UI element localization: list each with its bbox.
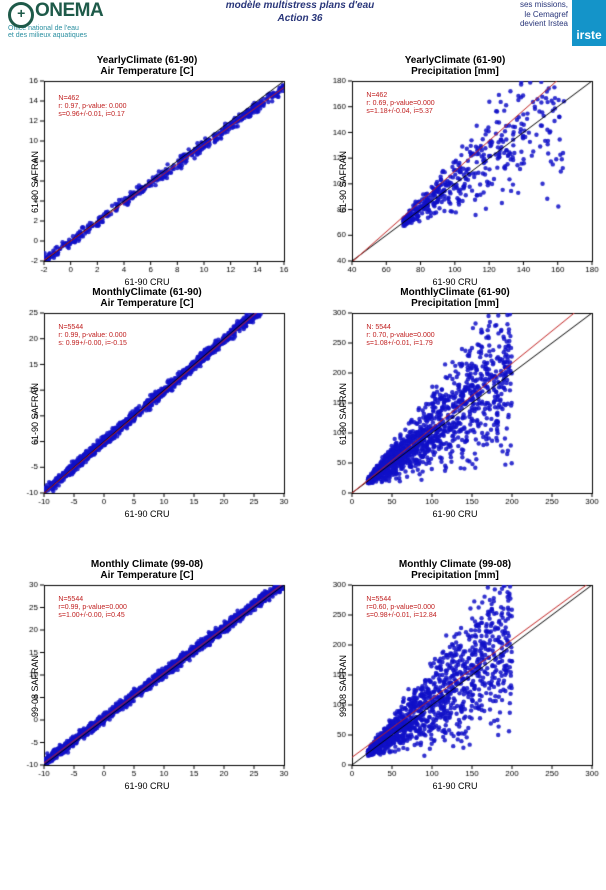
fit-annotation: N: 5544r: 0.70, p-value=0.000s=1.08+/-0.… xyxy=(366,324,434,348)
header-center-l1: modèle multistress plans d'eau xyxy=(190,0,410,13)
y-axis-label: 61-90 SAFRAN xyxy=(30,151,40,213)
y-axis-label: 61-90 SAFRAN xyxy=(338,383,348,445)
chart-yc-temp: YearlyClimate (61-90) Air Temperature [C… xyxy=(2,55,292,287)
chart-title-l2: Air Temperature [C] xyxy=(100,570,193,581)
chart-title: Monthly Climate (99-08) Air Temperature … xyxy=(2,559,292,581)
chart-title-l1: YearlyClimate (61-90) xyxy=(405,55,506,66)
scatter-canvas xyxy=(2,309,292,519)
fit-annotation: N=462r: 0.69, p-value=0.000s=1.18+/-0.04… xyxy=(366,92,434,116)
header-center: modèle multistress plans d'eau Action 36 xyxy=(190,0,410,25)
irstea-logo: irste xyxy=(572,0,606,46)
scatter-canvas xyxy=(2,581,292,791)
chart-title-l2: Precipitation [mm] xyxy=(411,66,499,77)
charts-grid: YearlyClimate (61-90) Air Temperature [C… xyxy=(0,55,606,791)
chart-title-l2: Precipitation [mm] xyxy=(411,298,499,309)
chart-title: Monthly Climate (99-08) Precipitation [m… xyxy=(310,559,600,581)
chart-title-l2: Air Temperature [C] xyxy=(100,66,193,77)
chart-yc-precip: YearlyClimate (61-90) Precipitation [mm]… xyxy=(310,55,600,287)
chart-title: YearlyClimate (61-90) Air Temperature [C… xyxy=(2,55,292,77)
chart-mc99-precip: Monthly Climate (99-08) Precipitation [m… xyxy=(310,559,600,791)
chart-title-l1: Monthly Climate (99-08) xyxy=(91,559,203,570)
chart-title: MonthlyClimate (61-90) Air Temperature [… xyxy=(2,287,292,309)
scatter-canvas xyxy=(310,309,600,519)
y-axis-label: 99-08 SAFRAN xyxy=(30,655,40,717)
plot-area: 99-08 SAFRAN 61-90 CRU N=5544r=0.99, p-v… xyxy=(2,581,292,791)
chart-title-l1: Monthly Climate (99-08) xyxy=(399,559,511,570)
chart-row-2: MonthlyClimate (61-90) Air Temperature [… xyxy=(0,287,606,519)
x-axis-label: 61-90 CRU xyxy=(2,277,292,287)
fit-annotation: N=5544r: 0.99, p-value: 0.000s: 0.99+/-0… xyxy=(58,324,127,348)
header-right-text: ses missions, le Cemagref devient Irstea xyxy=(520,0,568,29)
chart-title: YearlyClimate (61-90) Precipitation [mm] xyxy=(310,55,600,77)
fit-annotation: N=5544r=0.99, p-value=0.000s=1.00+/-0.00… xyxy=(58,596,127,620)
chart-mc-temp: MonthlyClimate (61-90) Air Temperature [… xyxy=(2,287,292,519)
onema-logo-block: +ONEMA Office national de l'eau et des m… xyxy=(8,0,178,39)
fit-annotation: N=462r: 0.97, p-value: 0.000s=0.96+/-0.0… xyxy=(58,95,126,119)
scatter-canvas xyxy=(2,77,292,287)
y-axis-label: 61-90 SAFRAN xyxy=(30,383,40,445)
chart-row-1: YearlyClimate (61-90) Air Temperature [C… xyxy=(0,55,606,287)
chart-title-l1: MonthlyClimate (61-90) xyxy=(400,287,509,298)
chart-row-3: Monthly Climate (99-08) Air Temperature … xyxy=(0,559,606,791)
onema-title: ONEMA xyxy=(35,0,103,21)
fit-annotation: N=5544r=0.60, p-value=0.000s=0.98+/-0.01… xyxy=(366,596,436,620)
onema-logo: +ONEMA xyxy=(8,0,178,26)
scatter-canvas xyxy=(310,77,600,287)
scatter-canvas xyxy=(310,581,600,791)
x-axis-label: 61-90 CRU xyxy=(2,509,292,519)
page-header: +ONEMA Office national de l'eau et des m… xyxy=(0,0,606,55)
header-right-l3: devient Irstea xyxy=(520,19,568,29)
chart-mc-precip: MonthlyClimate (61-90) Precipitation [mm… xyxy=(310,287,600,519)
header-center-l2: Action 36 xyxy=(190,13,410,26)
x-axis-label: 61-90 CRU xyxy=(310,277,600,287)
onema-sub2: et des milieux aquatiques xyxy=(8,32,178,40)
x-axis-label: 61-90 CRU xyxy=(2,781,292,791)
header-right-l2: le Cemagref xyxy=(520,10,568,20)
onema-icon: + xyxy=(8,2,34,28)
chart-title-l1: MonthlyClimate (61-90) xyxy=(92,287,201,298)
chart-title-l1: YearlyClimate (61-90) xyxy=(97,55,198,66)
x-axis-label: 61-90 CRU xyxy=(310,781,600,791)
chart-title: MonthlyClimate (61-90) Precipitation [mm… xyxy=(310,287,600,309)
plot-area: 99-08 SAFRAN 61-90 CRU N=5544r=0.60, p-v… xyxy=(310,581,600,791)
x-axis-label: 61-90 CRU xyxy=(310,509,600,519)
chart-title-l2: Precipitation [mm] xyxy=(411,570,499,581)
header-right-l1: ses missions, xyxy=(520,0,568,10)
chart-title-l2: Air Temperature [C] xyxy=(100,298,193,309)
chart-mc99-temp: Monthly Climate (99-08) Air Temperature … xyxy=(2,559,292,791)
y-axis-label: 61-90 SAFRAN xyxy=(338,151,348,213)
plot-area: 61-90 SAFRAN 61-90 CRU N=462r: 0.97, p-v… xyxy=(2,77,292,287)
irstea-text: irste xyxy=(576,28,601,42)
y-axis-label: 99-08 SAFRAN xyxy=(338,655,348,717)
plot-area: 61-90 SAFRAN 61-90 CRU N=462r: 0.69, p-v… xyxy=(310,77,600,287)
plot-area: 61-90 SAFRAN 61-90 CRU N: 5544r: 0.70, p… xyxy=(310,309,600,519)
plot-area: 61-90 SAFRAN 61-90 CRU N=5544r: 0.99, p-… xyxy=(2,309,292,519)
